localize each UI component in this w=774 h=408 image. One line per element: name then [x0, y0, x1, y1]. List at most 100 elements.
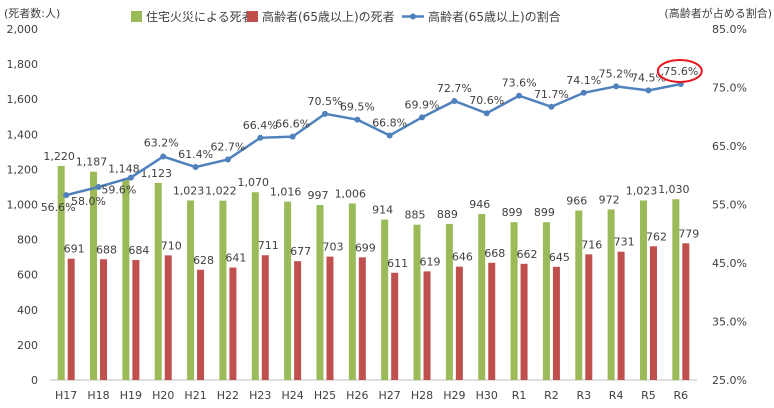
bar-total-label: 1,022	[205, 185, 237, 198]
ratio-label: 66.4%	[243, 119, 278, 132]
bar-elderly-label: 699	[355, 241, 376, 254]
bar-elderly-deaths	[229, 267, 237, 380]
ratio-point	[483, 110, 490, 117]
x-tick-label: H28	[411, 389, 433, 402]
ratio-point	[95, 183, 102, 190]
x-tick-label: H22	[217, 389, 239, 402]
bar-total-label: 1,023	[626, 184, 658, 197]
bar-elderly-deaths	[552, 266, 560, 380]
bar-elderly-label: 641	[225, 252, 246, 265]
bar-total-deaths	[187, 200, 195, 380]
ratio-label: 62.7%	[210, 140, 245, 153]
x-tick-label: H21	[184, 389, 206, 402]
x-tick-label: R2	[544, 389, 559, 402]
left-tick-label: 1,000	[7, 199, 39, 212]
bar-elderly-deaths	[326, 256, 334, 380]
ratio-point	[516, 92, 523, 99]
bar-total-label: 1,023	[173, 184, 205, 197]
bar-elderly-label: 691	[64, 243, 85, 256]
left-tick-label: 1,800	[7, 58, 39, 71]
legend-elderly-deaths-swatch	[247, 11, 258, 22]
bar-elderly-deaths	[520, 263, 528, 380]
bar-elderly-deaths	[358, 257, 366, 380]
bar-total-label: 1,220	[43, 150, 75, 163]
bar-elderly-deaths	[682, 243, 690, 380]
bar-elderly-label: 779	[678, 227, 699, 240]
bar-total-label: 899	[534, 206, 555, 219]
ratio-label: 75.6%	[663, 65, 698, 78]
x-tick-label: H26	[346, 389, 368, 402]
bar-elderly-deaths	[488, 262, 496, 380]
bar-elderly-deaths	[67, 258, 75, 380]
ratio-point	[63, 192, 70, 199]
legend-total-deaths: 住宅火災による死者	[146, 9, 254, 24]
legend-total-deaths-swatch	[131, 11, 142, 22]
ratio-label: 58.0%	[71, 195, 106, 208]
right-tick-label: 75.0%	[712, 82, 747, 95]
bar-elderly-deaths	[261, 255, 269, 380]
ratio-point	[224, 156, 231, 163]
ratio-point	[257, 134, 264, 141]
left-tick-label: 0	[31, 374, 38, 387]
bar-elderly-deaths	[391, 272, 399, 380]
x-tick-label: R5	[641, 389, 656, 402]
bar-total-label: 966	[566, 194, 587, 207]
ratio-point	[419, 114, 426, 121]
ratio-point	[127, 174, 134, 181]
ratio-label: 66.8%	[372, 116, 407, 129]
bar-total-label: 1,070	[238, 176, 270, 189]
bar-elderly-label: 688	[96, 243, 117, 256]
ratio-point	[289, 133, 296, 140]
highlight-circle	[656, 58, 703, 83]
bar-elderly-deaths	[294, 261, 302, 380]
bar-total-deaths	[672, 199, 680, 380]
bar-elderly-label: 731	[614, 236, 635, 249]
bar-elderly-label: 619	[420, 255, 441, 268]
bar-elderly-deaths	[649, 246, 657, 380]
bar-total-deaths	[478, 213, 486, 380]
x-tick-label: H18	[87, 389, 109, 402]
bar-total-label: 885	[405, 209, 426, 222]
bar-elderly-label: 668	[484, 247, 505, 260]
ratio-label: 61.4%	[178, 148, 213, 161]
ratio-point	[451, 97, 458, 104]
ratio-label: 69.5%	[340, 101, 375, 114]
right-tick-label: 55.0%	[712, 199, 747, 212]
bar-total-label: 997	[307, 189, 328, 202]
right-tick-label: 25.0%	[712, 374, 747, 387]
ratio-label: 70.6%	[469, 94, 504, 107]
x-tick-label: H30	[476, 389, 498, 402]
bar-total-deaths	[639, 200, 647, 380]
ratio-label: 69.9%	[405, 98, 440, 111]
bar-elderly-deaths	[617, 251, 625, 380]
left-tick-label: 1,600	[7, 93, 39, 106]
ratio-label: 74.1%	[566, 74, 601, 87]
right-tick-label: 65.0%	[712, 140, 747, 153]
ratio-point	[580, 89, 587, 96]
bar-total-label: 1,016	[270, 186, 302, 199]
bar-elderly-deaths	[455, 266, 463, 380]
bar-elderly-deaths	[100, 259, 108, 380]
ratio-point	[160, 153, 167, 160]
bar-total-label: 1,187	[76, 156, 108, 169]
bar-total-deaths	[413, 224, 421, 380]
left-tick-label: 200	[17, 339, 38, 352]
ratio-point	[613, 83, 620, 90]
bar-elderly-label: 762	[646, 230, 667, 243]
ratio-label: 72.7%	[437, 82, 472, 95]
x-tick-label: H27	[379, 389, 401, 402]
bar-total-label: 1,148	[108, 163, 140, 176]
x-tick-label: H24	[281, 389, 303, 402]
x-tick-label: H20	[152, 389, 174, 402]
ratio-label: 66.6%	[275, 118, 310, 131]
bar-total-deaths	[542, 222, 550, 380]
ratio-label: 71.7%	[534, 88, 569, 101]
bar-elderly-label: 677	[290, 245, 311, 258]
ratio-label: 59.6%	[101, 184, 136, 197]
bar-elderly-label: 628	[193, 254, 214, 267]
right-axis-title: (高齢者が占める割合)	[664, 6, 772, 20]
bar-total-label: 889	[437, 208, 458, 221]
bar-elderly-label: 662	[517, 248, 538, 261]
ratio-label: 56.6%	[41, 201, 76, 214]
